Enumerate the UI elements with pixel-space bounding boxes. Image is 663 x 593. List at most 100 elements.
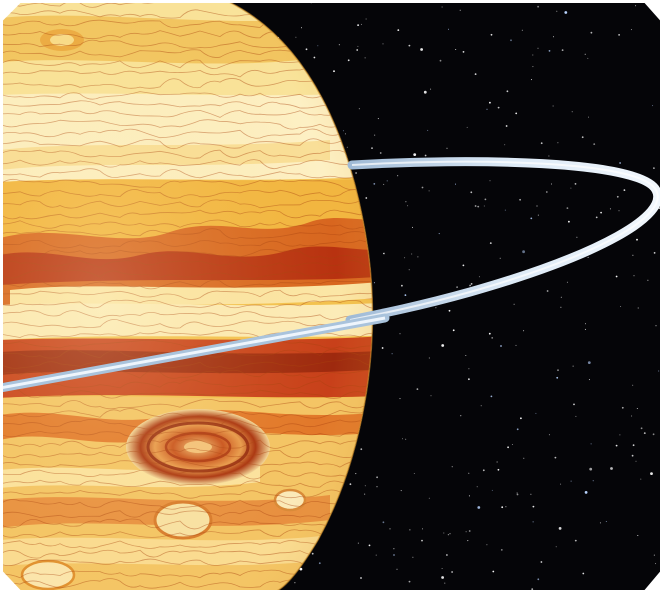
star: [488, 332, 491, 335]
star: [523, 330, 525, 332]
star: [421, 186, 424, 189]
star: [376, 486, 378, 488]
star: [636, 408, 638, 409]
star: [530, 217, 533, 220]
star: [566, 207, 569, 210]
star: [490, 395, 493, 398]
star: [443, 532, 445, 534]
star: [365, 197, 368, 199]
star: [584, 53, 586, 55]
star: [491, 489, 493, 491]
star: [478, 276, 480, 278]
star: [456, 286, 458, 288]
star: [489, 242, 492, 245]
star: [397, 175, 399, 177]
star: [537, 214, 539, 216]
star: [564, 11, 568, 14]
star: [393, 548, 395, 550]
star: [500, 549, 503, 551]
star: [428, 357, 430, 359]
star: [496, 461, 498, 463]
star: [555, 546, 557, 548]
star: [311, 552, 314, 555]
star: [422, 528, 423, 530]
star: [467, 540, 469, 542]
star: [446, 554, 448, 556]
star: [470, 191, 473, 194]
star: [455, 183, 456, 185]
star: [653, 583, 657, 587]
star: [635, 460, 637, 462]
star: [505, 506, 507, 508]
star: [468, 378, 470, 381]
star: [536, 205, 538, 207]
star: [515, 112, 518, 115]
star: [439, 59, 442, 62]
star: [632, 444, 635, 447]
star: [416, 388, 419, 390]
star: [477, 506, 481, 509]
star: [590, 443, 592, 445]
star: [630, 29, 632, 31]
star: [600, 211, 602, 214]
star: [344, 133, 346, 135]
star: [455, 49, 457, 50]
star: [506, 90, 509, 93]
star: [423, 90, 427, 94]
star: [592, 480, 594, 482]
star: [576, 236, 578, 238]
star: [587, 57, 589, 59]
star: [407, 205, 409, 207]
star: [655, 325, 657, 327]
star: [522, 250, 525, 254]
star: [620, 306, 622, 307]
star: [441, 6, 443, 8]
star: [655, 563, 657, 565]
star: [623, 189, 626, 192]
star: [605, 521, 607, 522]
star: [347, 59, 350, 62]
star: [371, 147, 373, 150]
star: [381, 347, 384, 349]
star: [356, 49, 359, 51]
star: [400, 490, 402, 492]
star: [364, 493, 366, 495]
star: [441, 576, 444, 579]
star: [446, 147, 448, 149]
star: [554, 456, 557, 459]
star: [486, 108, 488, 110]
star: [441, 568, 443, 569]
star: [377, 118, 379, 120]
star: [383, 183, 385, 185]
planet-limb: [224, 2, 374, 591]
star: [653, 252, 656, 254]
star: [532, 66, 534, 68]
star: [507, 446, 509, 449]
star: [397, 29, 400, 31]
star: [428, 497, 430, 499]
star: [435, 307, 437, 309]
star: [511, 444, 513, 445]
star: [513, 303, 515, 305]
star: [465, 355, 467, 356]
star: [346, 146, 348, 148]
star: [532, 505, 535, 508]
star: [484, 198, 487, 201]
star: [500, 345, 502, 347]
star: [421, 539, 423, 542]
star: [560, 296, 562, 298]
star: [516, 428, 519, 431]
star: [587, 256, 589, 258]
star: [653, 167, 655, 170]
star: [574, 183, 577, 185]
star: [468, 368, 470, 370]
star: [317, 45, 319, 47]
star: [532, 54, 534, 56]
star: [408, 44, 411, 47]
star: [588, 116, 589, 118]
star: [501, 506, 504, 509]
star: [537, 5, 539, 8]
star: [404, 257, 406, 259]
